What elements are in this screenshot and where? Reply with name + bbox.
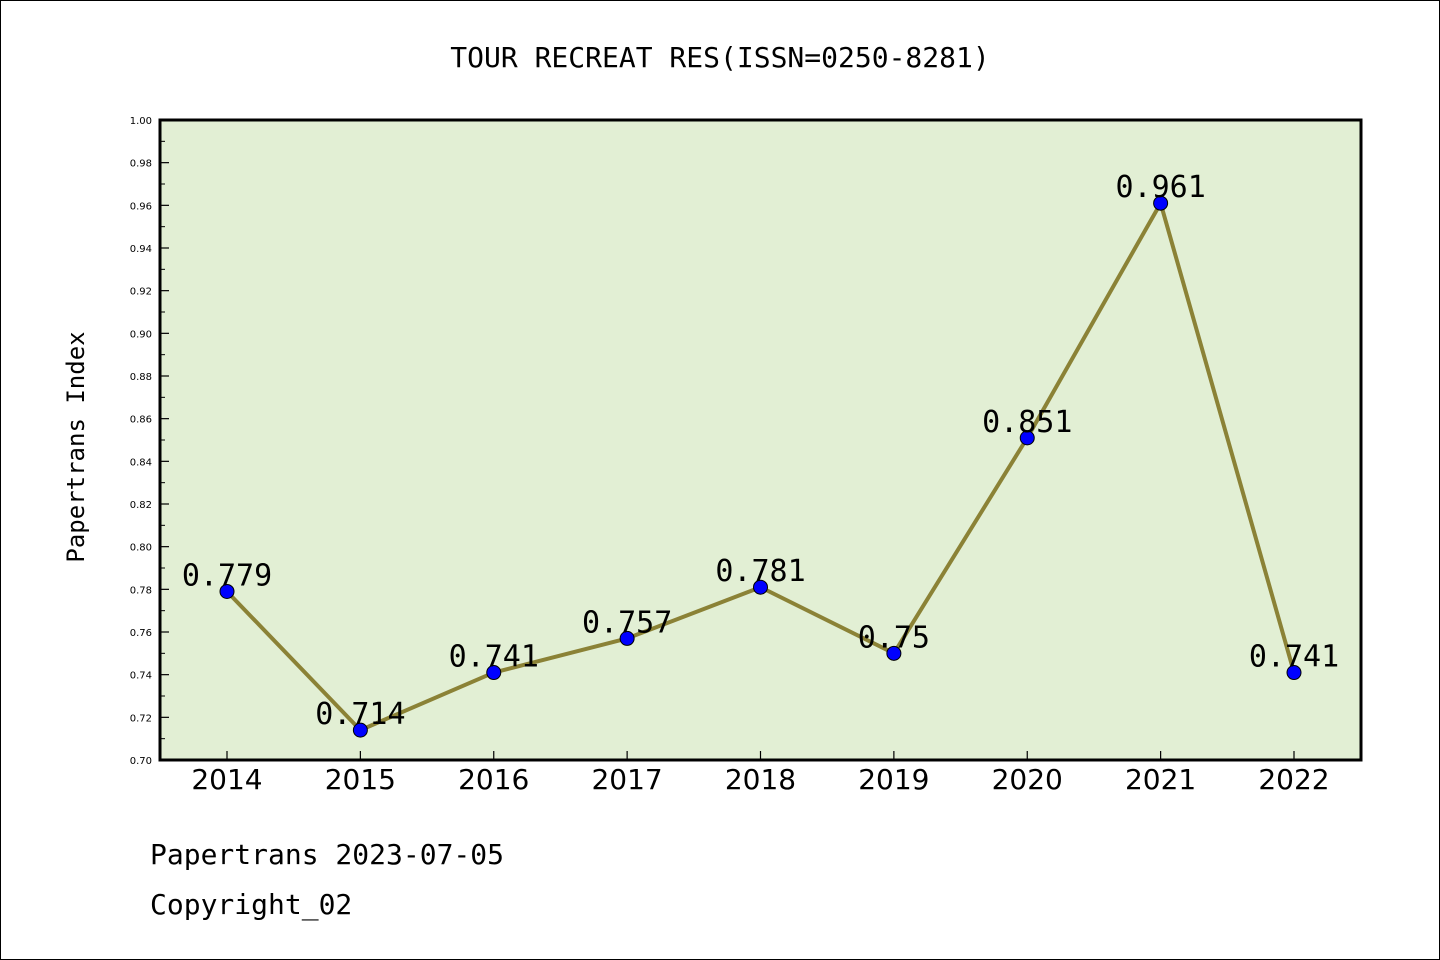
data-point — [1019, 430, 1035, 446]
data-label: 0.75 — [858, 620, 930, 655]
y-tick-label: 0.82 — [130, 500, 152, 511]
plot-border — [158, 118, 1363, 762]
x-tick-label: 2016 — [458, 763, 529, 796]
y-tick-label: 0.74 — [130, 671, 152, 682]
y-tick-label: 0.78 — [130, 585, 152, 596]
data-point — [886, 645, 902, 661]
y-tick-label: 0.96 — [130, 201, 152, 212]
data-label: 0.757 — [582, 605, 672, 640]
x-tick-label: 2018 — [725, 763, 796, 796]
y-tick-label: 0.80 — [130, 543, 152, 554]
data-label: 0.741 — [449, 640, 539, 675]
x-axis: 2014 2015 2016 2017 2018 2019 2020 2021 2022 — [191, 751, 1330, 796]
y-tick-label: 0.84 — [130, 457, 152, 468]
x-tick-label: 2014 — [191, 763, 262, 796]
y-axis: 0.70 0.72 0.74 0.76 0.78 0.80 0.82 0.84 0.86 0.88… — [130, 116, 169, 767]
y-tick-label: 0.94 — [130, 244, 152, 255]
data-point — [1286, 665, 1302, 681]
footer-date: Papertrans 2023-07-05 — [150, 838, 504, 871]
data-label: 0.781 — [715, 554, 805, 589]
data-label: 0.961 — [1115, 170, 1205, 205]
y-tick-label: 0.72 — [130, 713, 152, 724]
footer-copyright: Copyright_02 — [150, 888, 352, 922]
y-tick-label: 0.92 — [130, 287, 152, 298]
y-tick-label: 1.00 — [130, 116, 152, 127]
x-tick-label: 2019 — [858, 763, 929, 796]
data-label: 0.714 — [315, 697, 405, 732]
x-tick-label: 2017 — [591, 763, 662, 796]
y-axis-label: Papertrans Index — [62, 331, 90, 562]
x-tick-label: 2022 — [1258, 763, 1329, 796]
y-tick-label: 0.76 — [130, 628, 152, 639]
data-label: 0.779 — [182, 558, 272, 593]
y-tick-label: 0.90 — [130, 329, 152, 340]
y-tick-label: 0.88 — [130, 372, 152, 383]
data-point — [486, 665, 502, 681]
data-point — [352, 722, 368, 738]
data-label: 0.851 — [982, 405, 1072, 440]
data-point — [619, 630, 635, 646]
data-point — [1153, 195, 1169, 211]
data-point — [753, 579, 768, 595]
data-point — [219, 583, 235, 599]
plot-area — [160, 120, 1361, 760]
data-label: 0.741 — [1249, 640, 1339, 675]
chart-title: TOUR RECREAT RES(ISSN=0250-8281) — [450, 41, 989, 74]
x-tick-label: 2020 — [992, 763, 1063, 796]
x-tick-label: 2015 — [325, 763, 396, 796]
y-tick-label: 0.86 — [130, 415, 152, 426]
x-tick-label: 2021 — [1125, 763, 1196, 796]
series-markers — [219, 195, 1302, 738]
y-tick-label: 0.70 — [130, 756, 152, 767]
data-labels: 0.779 0.714 0.741 0.757 0.781 0.75 0.851 0.961 0… — [182, 170, 1339, 732]
y-tick-label: 0.98 — [130, 159, 152, 170]
